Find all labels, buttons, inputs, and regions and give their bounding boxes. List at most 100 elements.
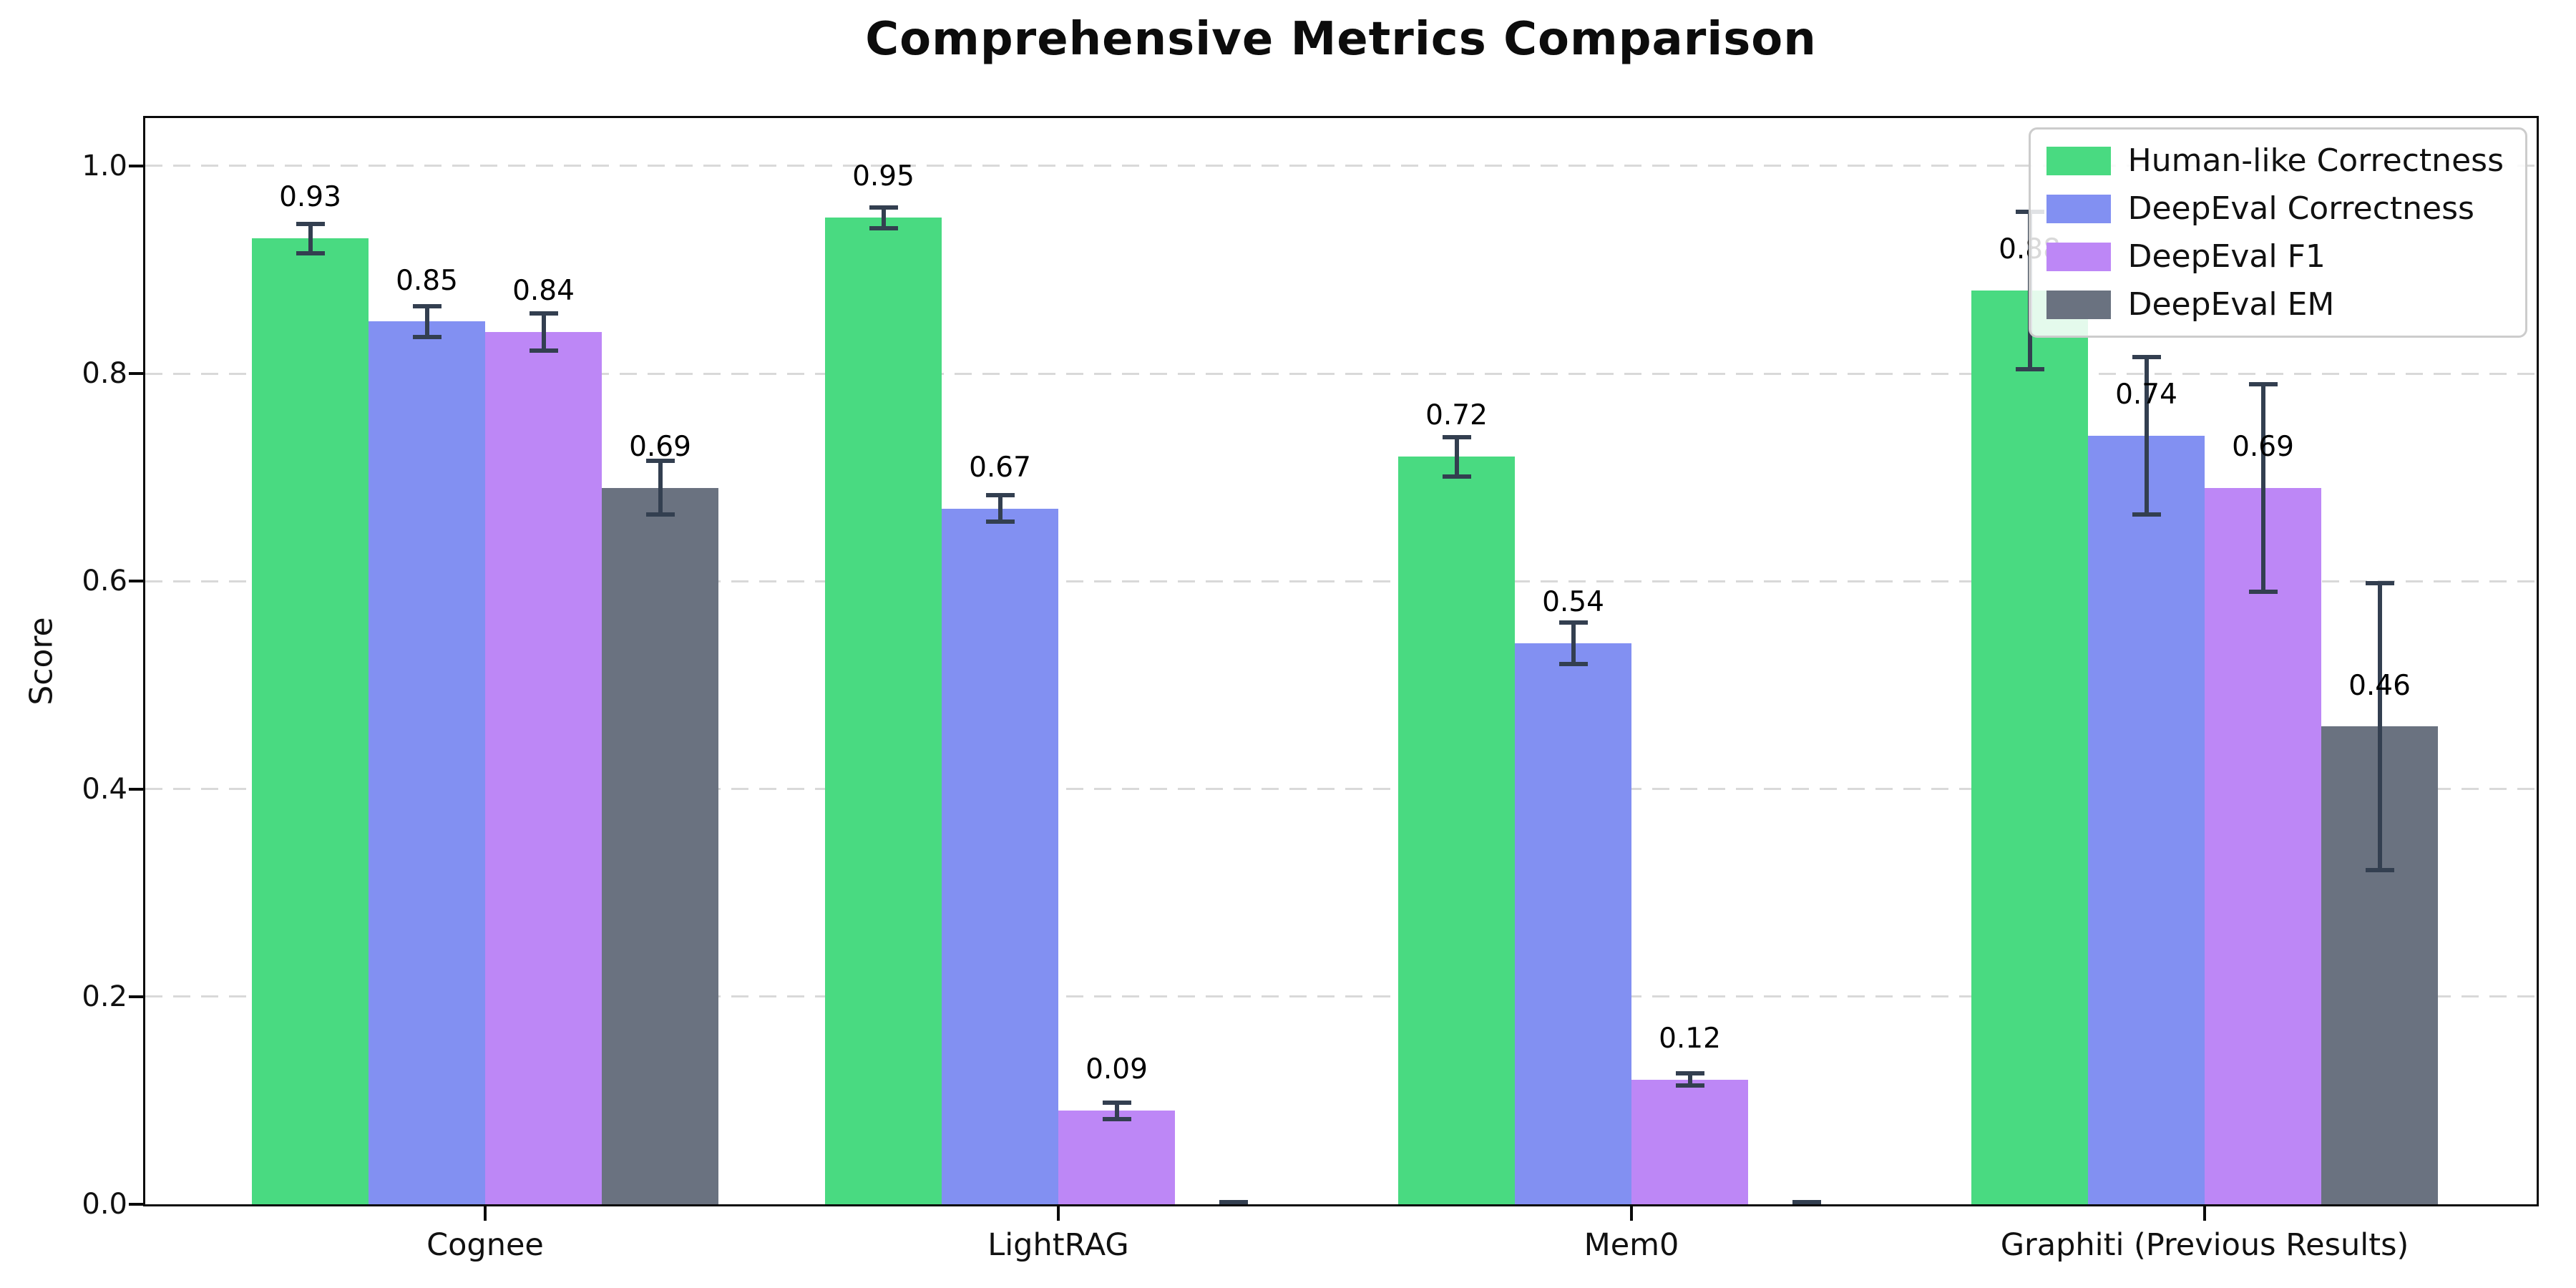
error-bar	[296, 222, 325, 255]
error-bar-stem	[1114, 1100, 1119, 1121]
legend-swatch	[2046, 290, 2111, 319]
error-bar	[645, 459, 675, 517]
error-bar	[1442, 434, 1471, 479]
error-bar-cap-top	[2365, 581, 2394, 586]
error-bar-stem	[424, 303, 429, 340]
bar-value-label: 0.74	[2115, 379, 2177, 411]
bar-deepeval-correctness-3	[2088, 436, 2205, 1204]
error-bar-cap-bottom	[412, 335, 441, 340]
y-tick-label-0.2: 0.2	[82, 980, 127, 1013]
x-tick-mark-1	[1057, 1206, 1060, 1221]
error-bar-cap-bottom	[869, 225, 898, 230]
error-bar	[869, 205, 898, 230]
bar-deepeval-f1-2	[1631, 1079, 1748, 1204]
legend: Human-like Correctness DeepEval Correctne…	[2028, 127, 2527, 338]
x-tick-label-0: Cognee	[426, 1227, 544, 1263]
legend-item-deepeval-correctness: DeepEval Correctness	[2046, 190, 2504, 227]
error-bar-cap-bottom	[1102, 1116, 1131, 1121]
bar-value-label: 0.93	[279, 181, 341, 214]
bar-value-label: 0.69	[2232, 430, 2294, 463]
error-bar-cap-bottom	[2365, 867, 2394, 872]
error-bar-stem	[1454, 434, 1459, 479]
bar-value-label: 0.84	[512, 275, 575, 308]
error-bar-cap-top	[869, 205, 898, 210]
error-bar-cap-top	[1102, 1100, 1131, 1105]
error-bar-cap-bottom	[2132, 512, 2161, 517]
plot-area: 0.930.950.720.880.850.670.540.740.840.09…	[143, 116, 2539, 1206]
error-bar-stem	[658, 459, 663, 517]
error-bar-cap-bottom	[296, 250, 325, 255]
bar-human-like-correctness-1	[825, 218, 942, 1204]
y-tick-mark-0.8	[129, 372, 143, 375]
bar-value-label: 0.85	[396, 264, 458, 297]
error-bar-cap-top	[412, 303, 441, 308]
bar-deepeval-f1-0	[485, 331, 602, 1204]
error-bar-stem	[2377, 581, 2382, 872]
bar-value-label: 0.54	[1542, 586, 1604, 619]
bar-value-label: 0.95	[852, 160, 914, 193]
gridline-y-0.6	[145, 580, 2537, 582]
gridline-y-0.4	[145, 788, 2537, 790]
error-bar	[412, 303, 441, 340]
bar-value-label: 0.12	[1659, 1022, 1721, 1055]
error-bar-stem	[541, 311, 546, 353]
error-bar-stem	[1687, 1071, 1692, 1088]
bar-human-like-correctness-3	[1971, 290, 2088, 1204]
bar-value-label: 0.67	[969, 451, 1031, 484]
legend-label: DeepEval Correctness	[2127, 190, 2474, 227]
legend-label: Human-like Correctness	[2127, 142, 2504, 179]
error-bar-cap-bottom	[2015, 367, 2044, 372]
error-bar-cap-bottom	[1442, 474, 1471, 479]
y-tick-mark-0.6	[129, 580, 143, 583]
bar-value-label: 0.72	[1425, 399, 1488, 432]
error-bar-cap-top	[2132, 354, 2161, 359]
error-bar-cap-bottom	[2248, 589, 2278, 594]
error-bar	[2365, 581, 2394, 872]
x-tick-label-2: Mem0	[1584, 1227, 1679, 1263]
x-tick-label-3: Graphiti (Previous Results)	[2000, 1227, 2409, 1263]
error-bar-cap-bottom	[985, 519, 1015, 525]
error-bar	[1792, 1199, 1821, 1205]
gridline-y-1	[145, 165, 2537, 167]
bar-deepeval-em-0	[602, 487, 718, 1204]
bar-value-label: 0.69	[629, 430, 691, 463]
bar-deepeval-f1-1	[1058, 1111, 1175, 1204]
gridline-y-0.2	[145, 995, 2537, 998]
error-bar-stem	[1571, 620, 1576, 667]
error-bar-stem	[881, 205, 886, 230]
error-bar	[1219, 1199, 1248, 1205]
bar-human-like-correctness-0	[252, 238, 369, 1204]
error-bar	[2248, 381, 2278, 594]
error-bar-stem	[997, 492, 1002, 525]
bar-deepeval-f1-3	[2205, 487, 2321, 1204]
error-bar-cap-top	[2248, 381, 2278, 386]
legend-swatch	[2046, 194, 2111, 223]
error-bar-stem	[308, 222, 313, 255]
bar-human-like-correctness-2	[1398, 457, 1515, 1204]
y-tick-label-1.0: 1.0	[82, 149, 127, 182]
bar-deepeval-correctness-1	[942, 508, 1058, 1204]
bar-value-label: 0.46	[2348, 669, 2411, 702]
error-bar	[1102, 1100, 1131, 1121]
y-tick-label-0.8: 0.8	[82, 357, 127, 390]
legend-item-deepeval-f1: DeepEval F1	[2046, 238, 2504, 275]
y-tick-mark-0.4	[129, 787, 143, 791]
bar-deepeval-correctness-0	[369, 321, 485, 1204]
error-bar	[1558, 620, 1588, 667]
y-tick-label-0.6: 0.6	[82, 565, 127, 598]
error-bar-cap-bottom	[1675, 1083, 1704, 1088]
error-bar-cap-bottom	[645, 512, 675, 517]
y-tick-mark-1.0	[129, 164, 143, 167]
error-bar-cap-bottom	[1792, 1199, 1821, 1204]
error-bar-cap-bottom	[1219, 1199, 1248, 1204]
error-bar	[1675, 1071, 1704, 1088]
x-tick-mark-3	[2203, 1206, 2206, 1221]
error-bar-cap-top	[1558, 620, 1588, 625]
x-tick-label-1: LightRAG	[987, 1227, 1129, 1263]
error-bar-stem	[2260, 381, 2265, 594]
y-axis-label: Score	[23, 617, 60, 706]
error-bar-cap-top	[1675, 1071, 1704, 1076]
error-bar-cap-top	[985, 492, 1015, 497]
error-bar-cap-bottom	[529, 348, 558, 353]
